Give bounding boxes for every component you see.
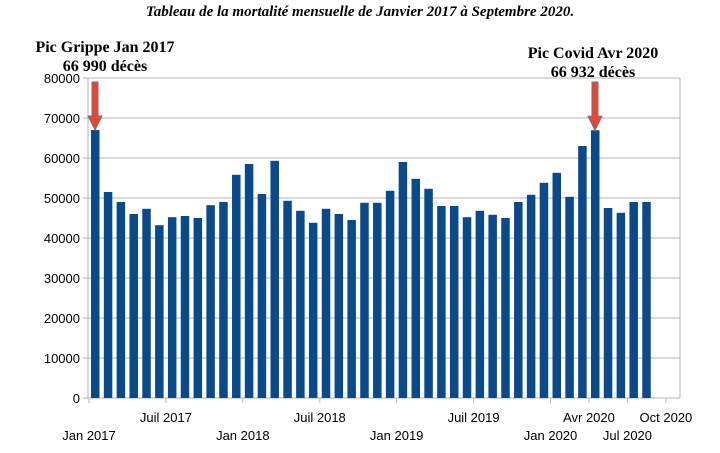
bar (193, 218, 203, 398)
chart-title: Tableau de la mortalité mensuelle de Jan… (145, 4, 575, 20)
y-tick-label: 70000 (44, 111, 80, 126)
annotation-covid: Pic Covid Avr 2020 66 932 décès (508, 44, 678, 82)
arrow-icon (87, 81, 103, 132)
y-tick-label: 30000 (44, 271, 80, 286)
bar (167, 217, 177, 398)
x-tick-label: Juil 2017 (140, 410, 192, 425)
bar (552, 172, 562, 398)
annotation-grippe: Pic Grippe Jan 2017 66 990 décès (20, 38, 190, 76)
bar (373, 202, 382, 398)
bar (334, 214, 344, 398)
bar (629, 202, 638, 398)
bar (603, 208, 613, 398)
bar (232, 174, 241, 398)
bar (347, 220, 356, 398)
bar (116, 202, 126, 398)
bar (501, 218, 510, 398)
bar (219, 202, 228, 398)
y-tick-label: 50000 (44, 191, 80, 206)
annotation-title: Pic Covid Avr 2020 (527, 45, 659, 62)
bar (449, 206, 459, 398)
annotation-value: 66 932 décès (550, 64, 636, 81)
bar (462, 217, 472, 398)
bar (385, 190, 395, 398)
x-tick-label: Jan 2018 (216, 428, 270, 443)
bar (437, 206, 446, 398)
bar (270, 160, 279, 398)
y-tick-label: 0 (73, 391, 80, 406)
bar (283, 200, 292, 398)
y-tick-label: 60000 (44, 151, 80, 166)
x-tick-label: Juil 2018 (294, 410, 346, 425)
x-tick-label: Jan 2019 (370, 428, 424, 443)
bar (91, 130, 100, 399)
bar (296, 210, 305, 398)
y-tick-label: 40000 (44, 231, 80, 246)
y-tick-label: 80000 (44, 71, 80, 86)
arrow-icon (587, 81, 603, 132)
bar (321, 208, 331, 398)
bar (244, 164, 254, 398)
x-tick-label: Jul 2020 (603, 428, 652, 443)
bar (129, 214, 138, 398)
bar (590, 130, 600, 398)
bar (642, 202, 651, 398)
x-tick-label: Jan 2017 (62, 428, 116, 443)
bar (398, 162, 408, 398)
bar (488, 214, 497, 398)
y-tick-label: 10000 (44, 351, 80, 366)
bar (565, 196, 574, 398)
x-tick-label: Juil 2019 (448, 410, 500, 425)
y-tick-label: 20000 (44, 311, 80, 326)
bar (514, 202, 523, 398)
x-tick-label: Avr 2020 (563, 410, 615, 425)
bar (142, 208, 151, 398)
annotation-value: 66 990 décès (62, 58, 148, 75)
bar (103, 192, 113, 398)
bar (526, 194, 536, 398)
annotation-title: Pic Grippe Jan 2017 (35, 39, 175, 56)
bar (616, 212, 626, 398)
x-tick-label: Oct 2020 (640, 410, 693, 425)
bar (411, 178, 420, 398)
bar (424, 188, 433, 398)
bar (539, 182, 549, 398)
bar (578, 146, 587, 398)
bar (308, 222, 318, 398)
bar (360, 202, 369, 398)
bar (475, 210, 485, 398)
bar (206, 205, 215, 398)
x-tick-label: Jan 2020 (524, 428, 578, 443)
bar (155, 225, 164, 398)
bar (257, 194, 267, 398)
bar (180, 216, 190, 398)
